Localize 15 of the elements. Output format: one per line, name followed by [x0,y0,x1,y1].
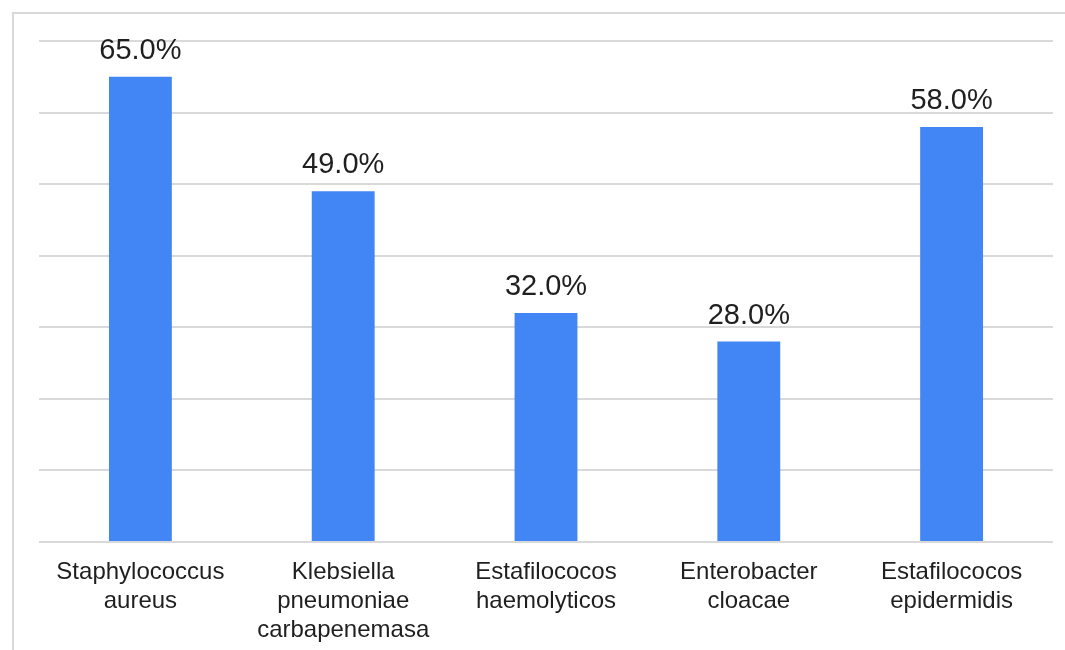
bar [311,191,375,541]
x-tick-label: Klebsiella pneumoniae carbapenemasa [257,557,430,642]
bar [920,126,984,541]
x-tick-label: Enterobacter cloacae [680,557,818,613]
data-label: 28.0% [707,297,790,330]
x-tick-label: Estafilococos haemolyticos [475,557,617,613]
bar [514,312,578,541]
bar [717,341,781,541]
bar [108,76,172,541]
data-label: 49.0% [302,147,385,180]
x-tick-label: Staphylococcus aureus [56,557,225,613]
data-label: 58.0% [910,82,993,115]
data-label: 65.0% [99,32,182,65]
data-label: 32.0% [504,268,588,301]
x-tick-label: Estafilococos epidermidis [880,557,1023,613]
